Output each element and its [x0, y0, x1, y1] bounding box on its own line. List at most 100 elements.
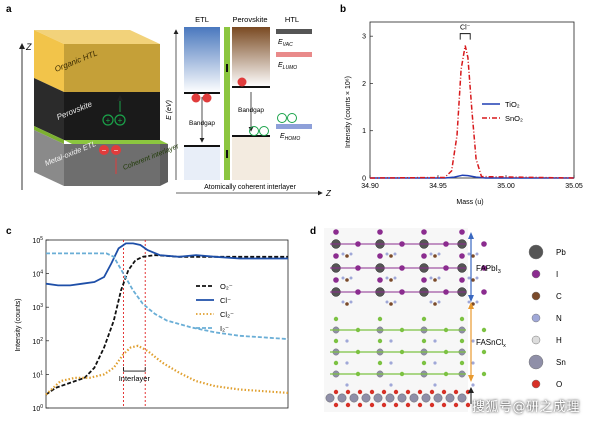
fasncl-arrow-head-bottom [468, 375, 474, 382]
atom-n [437, 276, 441, 280]
atom-n [437, 300, 441, 304]
atom-c [433, 254, 437, 258]
atom-n [389, 383, 393, 387]
chart-b: 34.90 34.95 35.00 35.05 0 1 2 3 [361, 21, 583, 190]
chart-c: 100 101 102 103 104 105 [32, 236, 289, 413]
electron-sign: − [114, 146, 119, 155]
atom-n [393, 300, 397, 304]
atom-o [429, 389, 435, 395]
atom-o [453, 402, 459, 408]
atom-o [405, 389, 411, 395]
chart-c-ylabel: Intensity (counts) [15, 298, 22, 351]
htl-homo-level [276, 124, 312, 129]
atom-o [345, 389, 351, 395]
energy-axis-label: E (eV) [166, 100, 173, 120]
chart-c-legend: O₂⁻ Cl⁻ Cl₂⁻ I₂⁻ [196, 282, 234, 333]
atom-sn [349, 393, 359, 403]
chart-b-ytick-label: 2 [362, 81, 366, 88]
atom-n [471, 383, 475, 387]
atom-n [341, 300, 345, 304]
atom-o [369, 389, 375, 395]
atom-sn [421, 393, 431, 403]
atom-o [465, 402, 471, 408]
atom-i [421, 229, 427, 235]
atom-sn [433, 393, 443, 403]
atom-o [381, 389, 387, 395]
chart-b-xtick-label: 35.00 [497, 183, 515, 190]
atom-n [433, 339, 437, 343]
chart-b-annotation-text: Cl⁻ [460, 25, 471, 32]
chart-c-ytick-label: 105 [32, 236, 43, 245]
atom-o [429, 402, 435, 408]
chart-c-annotation-text: Interlayer [119, 374, 151, 383]
legend-atom-label: O [556, 380, 562, 389]
legend-atom-pb-icon [528, 244, 544, 260]
atom-sn [337, 393, 347, 403]
interlayer-level [226, 64, 228, 72]
e-vac-label: EVAC [278, 39, 293, 48]
interlayer-level [226, 150, 228, 158]
legend-atom-h-icon [531, 335, 541, 345]
atom-cl [459, 360, 465, 366]
atom-c [389, 302, 393, 306]
chart-b-xtick-label: 34.95 [429, 183, 447, 190]
chart-c-ytick-label: 101 [32, 370, 43, 379]
atom-c [389, 278, 393, 282]
atom-o [441, 389, 447, 395]
col-label-htl: HTL [285, 15, 299, 24]
atom-n [467, 300, 471, 304]
atom-legend: Pb I C N H Sn O [528, 244, 566, 389]
chart-b-xtick-label: 34.90 [361, 183, 379, 190]
atom-n [385, 300, 389, 304]
electron-marker [111, 145, 121, 155]
htl-top-face [34, 30, 160, 44]
atom-sn [409, 393, 419, 403]
atom-c [389, 254, 393, 258]
electron-marker [99, 145, 109, 155]
atom-cl [333, 338, 339, 344]
chart-c-legend-label: I₂⁻ [220, 324, 229, 333]
atom-o [417, 389, 423, 395]
atom-n [345, 361, 349, 365]
atom-i [377, 253, 383, 259]
chart-c-ytick-label: 103 [32, 303, 43, 312]
atom-cl [459, 338, 465, 344]
panel-label-b: b [340, 4, 346, 15]
atom-c [345, 254, 349, 258]
atom-o [393, 389, 399, 395]
chart-b-xtick-label: 35.05 [565, 183, 583, 190]
chart-c-annotation: Interlayer [119, 367, 151, 383]
atom-n [385, 276, 389, 280]
atom-n [345, 339, 349, 343]
atom-cl [377, 316, 383, 322]
atom-o [357, 402, 363, 408]
hole-marker [277, 113, 287, 123]
atom-n [475, 252, 479, 256]
atom-n [471, 361, 475, 365]
atom-i [459, 229, 465, 235]
etl-bandgap-label: Bandgap [189, 120, 215, 127]
atom-i [377, 229, 383, 235]
etl-valence-band [184, 146, 220, 180]
atom-o [417, 402, 423, 408]
atom-n [475, 300, 479, 304]
crystal-structure [325, 229, 487, 408]
chart-b-series-line [369, 45, 575, 179]
atom-o [357, 389, 363, 395]
stack-charges: + + − − [99, 95, 126, 174]
faprb-label: FAPbI3 [476, 264, 501, 275]
htl-left-face [34, 30, 64, 92]
atom-i [377, 277, 383, 283]
legend-atom-label: Pb [556, 248, 566, 257]
panel-label-d: d [310, 226, 316, 237]
atom-cl [421, 338, 427, 344]
legend-atom-n-icon [531, 313, 541, 323]
atom-o [465, 389, 471, 395]
atom-n [349, 300, 353, 304]
chart-c-series-line [45, 254, 288, 396]
chart-c-legend-label: O₂⁻ [220, 282, 233, 291]
atom-o [345, 402, 351, 408]
perovskite-left-face [34, 78, 64, 140]
legend-label-tio2: TiO₂ [505, 100, 520, 109]
